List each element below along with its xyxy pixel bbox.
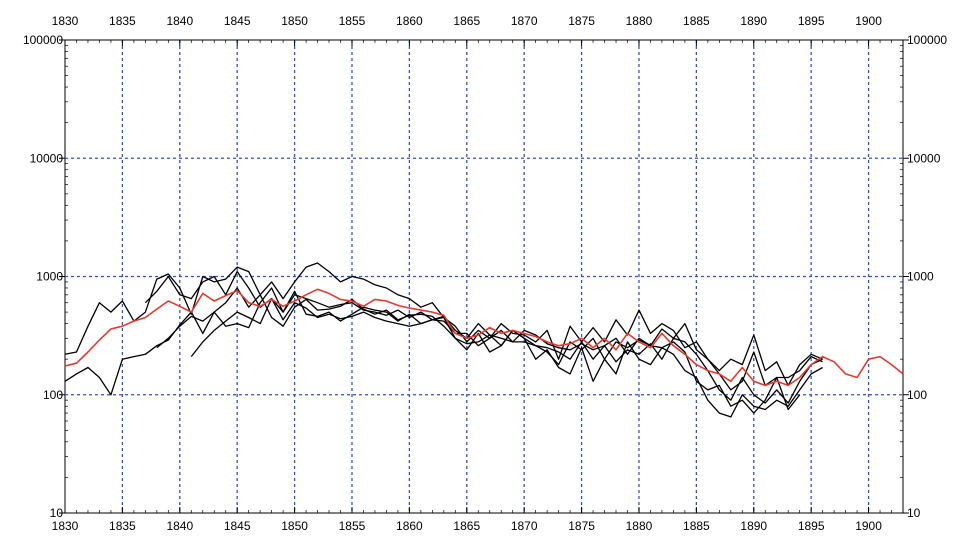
y-tick-label-right: 10000 — [907, 151, 941, 165]
series-line-black-5 — [156, 287, 801, 414]
x-tick-label-top: 1835 — [109, 14, 136, 28]
x-tick-label-bottom: 1865 — [453, 519, 480, 533]
y-tick-label-left: 100000 — [23, 33, 63, 47]
x-tick-label-top: 1900 — [855, 14, 882, 28]
x-tick-label-bottom: 1875 — [568, 519, 595, 533]
x-tick-label-top: 1890 — [740, 14, 767, 28]
x-tick-label-top: 1880 — [626, 14, 653, 28]
x-tick-label-top: 1855 — [339, 14, 366, 28]
x-tick-label-bottom: 1840 — [166, 519, 193, 533]
x-tick-label-bottom: 1830 — [52, 519, 79, 533]
axis-tick-labels: 1830 1830 1835 1835 1840 1840 1845 1845 1850 1850… — [23, 14, 947, 533]
y-tick-label-right: 1000 — [907, 270, 934, 284]
x-tick-label-top: 1870 — [511, 14, 538, 28]
x-tick-label-bottom: 1860 — [396, 519, 423, 533]
y-tick-label-right: 100000 — [907, 33, 947, 47]
x-tick-label-bottom: 1835 — [109, 519, 136, 533]
x-tick-label-bottom: 1885 — [683, 519, 710, 533]
x-tick-label-top: 1865 — [453, 14, 480, 28]
grid-lines — [65, 40, 903, 513]
y-tick-label-left: 10 — [50, 506, 64, 520]
y-tick-label-right: 10 — [907, 506, 921, 520]
y-tick-label-left: 10000 — [30, 151, 64, 165]
x-tick-label-bottom: 1895 — [798, 519, 825, 533]
x-tick-label-top: 1885 — [683, 14, 710, 28]
x-tick-label-bottom: 1855 — [339, 519, 366, 533]
series-line-black-3 — [144, 270, 823, 391]
axis-ticks — [59, 39, 909, 514]
y-tick-label-right: 100 — [907, 388, 927, 402]
x-tick-label-top: 1875 — [568, 14, 595, 28]
y-tick-label-left: 100 — [43, 388, 63, 402]
plot-area — [64, 39, 904, 514]
x-tick-label-top: 1860 — [396, 14, 423, 28]
x-tick-label-top: 1845 — [224, 14, 251, 28]
x-tick-label-bottom: 1890 — [740, 519, 767, 533]
x-tick-label-bottom: 1870 — [511, 519, 538, 533]
x-tick-label-bottom: 1845 — [224, 519, 251, 533]
x-tick-label-top: 1840 — [166, 14, 193, 28]
x-tick-label-bottom: 1850 — [281, 519, 308, 533]
x-tick-label-top: 1850 — [281, 14, 308, 28]
x-tick-label-top: 1830 — [52, 14, 79, 28]
x-tick-label-bottom: 1900 — [855, 519, 882, 533]
x-tick-label-top: 1895 — [798, 14, 825, 28]
x-tick-label-bottom: 1880 — [626, 519, 653, 533]
series-line-red — [64, 288, 904, 387]
y-tick-label-left: 1000 — [36, 270, 63, 284]
series-group — [64, 262, 904, 418]
